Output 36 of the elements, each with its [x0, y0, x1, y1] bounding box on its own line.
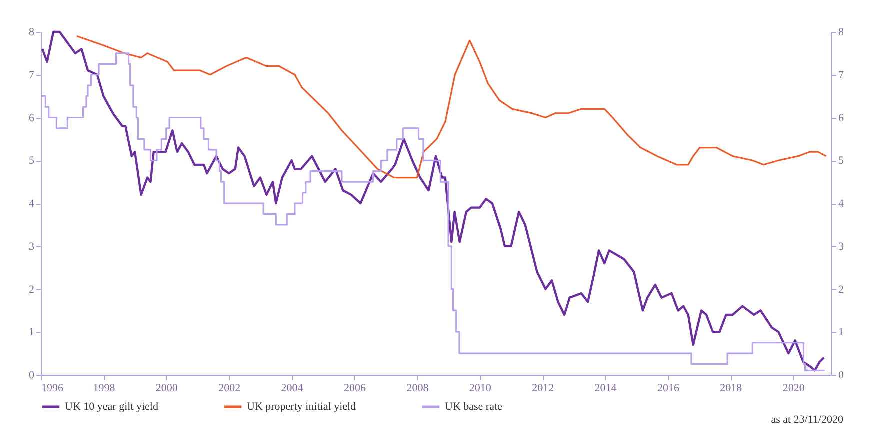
y-tick-label: 5 — [29, 155, 35, 168]
y2-tick-label: 7 — [838, 69, 844, 82]
y-tick-label: 4 — [29, 198, 35, 210]
y-tick-label: 2 — [29, 284, 34, 296]
legend-label: UK base rate — [445, 401, 503, 413]
legend-label: UK property initial yield — [247, 401, 357, 413]
y2-tick-label: 2 — [838, 284, 844, 296]
x-tick-label: 2010 — [469, 382, 492, 394]
y2-tick-label: 3 — [838, 240, 844, 253]
y-tick-label: 6 — [29, 112, 35, 124]
y2-tick-label: 5 — [838, 155, 844, 168]
x-tick-label: 2016 — [657, 382, 680, 394]
x-tick-label: 2012 — [532, 382, 554, 394]
legend-label: UK 10 year gilt yield — [65, 401, 159, 413]
x-tick-label: 1998 — [93, 382, 116, 394]
y-tick-label: 0 — [29, 370, 35, 382]
x-tick-label: 2002 — [218, 382, 241, 394]
x-tick-label: 2000 — [156, 382, 178, 394]
x-tick-label: 2004 — [281, 382, 304, 394]
x-tick-label: 1996 — [42, 382, 64, 394]
y2-tick-label: 8 — [838, 26, 844, 38]
x-tick-label: 2014 — [594, 382, 618, 394]
y-tick-label: 8 — [29, 26, 35, 38]
x-tick-label: 2020 — [782, 382, 806, 394]
y-tick-label: 3 — [29, 240, 35, 253]
y2-tick-label: 1 — [838, 326, 844, 339]
x-tick-label: 2008 — [406, 382, 430, 394]
y-tick-label: 1 — [29, 326, 34, 339]
x-tick-label: 2018 — [720, 382, 743, 394]
y-tick-label: 7 — [29, 69, 35, 82]
x-tick-label: 2006 — [344, 382, 366, 394]
y2-tick-label: 6 — [838, 112, 844, 124]
y2-tick-label: 4 — [838, 198, 844, 210]
line-series — [76, 35, 828, 179]
text: as at 23/11/2020 — [771, 414, 844, 426]
y2-tick-label: 0 — [838, 370, 844, 382]
